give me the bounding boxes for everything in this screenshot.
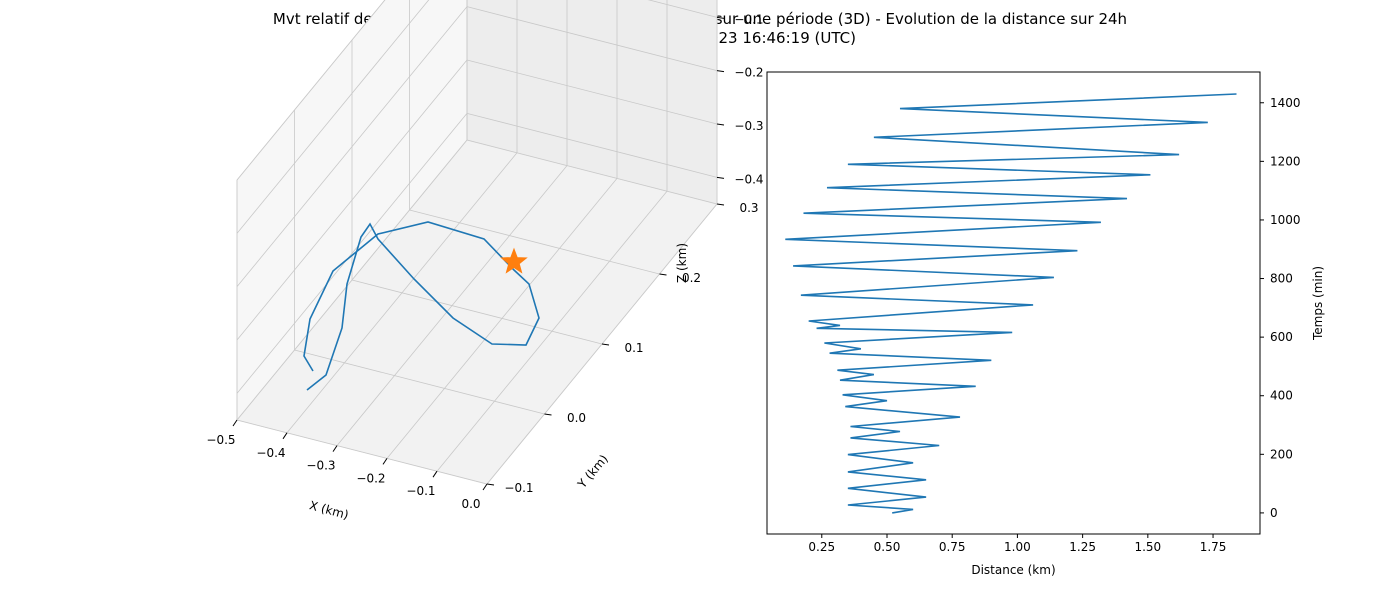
y-tick-label: 1000 <box>1270 213 1301 227</box>
x-tick-label: 1.00 <box>1004 540 1031 554</box>
grid-line <box>294 349 545 415</box>
z-tick-mark-3d <box>716 123 725 126</box>
x-tick-label: 1.50 <box>1134 540 1161 554</box>
y-tick-mark-3d <box>544 413 552 416</box>
x-tick-label: 1.75 <box>1200 540 1227 554</box>
y-tick-label: 0 <box>1270 506 1278 520</box>
x-tick-mark-3d <box>382 458 388 465</box>
x-tick-label: 0.75 <box>939 540 966 554</box>
grid-line <box>236 6 468 287</box>
z-tick-mark-3d <box>716 176 725 179</box>
z-axis-label-3d: Z (km) <box>675 243 689 283</box>
grid-line <box>466 112 718 178</box>
y-tick-label-3d: 0.1 <box>624 341 643 355</box>
y-tick-mark-3d <box>716 203 725 206</box>
y-tick-mark-3d <box>601 343 610 346</box>
x-tick-mark-3d <box>282 432 288 440</box>
star-marker <box>500 247 528 274</box>
grid-line <box>236 59 468 341</box>
y-tick-label-3d: −0.1 <box>504 481 533 495</box>
grid-line <box>647 0 718 18</box>
z-tick-mark-3d <box>716 70 725 73</box>
y-axis-label-3d: Y (km) <box>574 452 611 492</box>
x-tick-mark-3d <box>432 470 438 478</box>
3d-trajectory <box>303 221 540 391</box>
z-tick-label-3d: −0.1 <box>734 12 763 26</box>
x-tick-label-3d: 0.0 <box>461 497 480 511</box>
grid-line <box>466 6 718 72</box>
z-tick-label-3d: −0.3 <box>734 119 763 133</box>
y-tick-label: 600 <box>1270 330 1293 344</box>
series-line-distance <box>785 93 1237 514</box>
3d-grid <box>236 0 718 485</box>
x-axis-label: Distance (km) <box>971 563 1055 577</box>
x-tick-label-3d: −0.2 <box>356 471 385 485</box>
x-tick-label-3d: −0.4 <box>256 446 285 460</box>
x-tick-mark-3d <box>232 419 238 427</box>
grid-line <box>236 0 430 234</box>
x-axis-label-3d: X (km) <box>308 498 350 522</box>
y-tick-label: 200 <box>1270 447 1293 461</box>
3d-ticks: −0.5−0.4−0.3−0.2−0.10.0−0.10.00.10.20.30… <box>206 12 763 511</box>
grid-line <box>236 0 386 181</box>
x-tick-label: 1.25 <box>1069 540 1096 554</box>
y-tick-mark-3d <box>486 483 495 486</box>
y-tick-label: 1200 <box>1270 154 1301 168</box>
grid-line <box>236 419 488 485</box>
x-tick-mark-3d <box>482 483 488 491</box>
y-tick-label: 1400 <box>1270 96 1301 110</box>
y-tick-label-3d: 0.3 <box>739 201 758 215</box>
grid-line <box>236 113 468 394</box>
plot-3d: −0.5−0.4−0.3−0.2−0.10.0−0.10.00.10.20.30… <box>206 0 764 522</box>
x-tick-mark-3d <box>332 445 338 452</box>
x-tick-label-3d: −0.1 <box>406 484 435 498</box>
y-tick-mark-3d <box>659 273 667 276</box>
grid-line <box>466 139 718 205</box>
plot-2d: 0.25 0.50 0.75 1.00 1.25 1.50 1.75 0 200 400 600 80… <box>766 71 1325 577</box>
grid-line <box>409 209 660 275</box>
y-tick-label-3d: 0.0 <box>567 411 586 425</box>
z-tick-label-3d: −0.4 <box>734 172 763 186</box>
3d-marker <box>500 247 528 274</box>
trajectory-line <box>303 221 540 391</box>
x-tick-label-3d: −0.5 <box>206 433 235 447</box>
plot-frame <box>766 71 1261 535</box>
x-tick-label: 0.50 <box>874 540 901 554</box>
z-tick-mark-3d <box>716 16 725 19</box>
y-tick-label: 800 <box>1270 272 1293 286</box>
x-tick-label: 0.25 <box>808 540 835 554</box>
y-axis-label: Temps (min) <box>1311 266 1325 341</box>
grid-line <box>466 59 718 125</box>
x-tick-label-3d: −0.3 <box>306 459 335 473</box>
y-tick-label: 400 <box>1270 389 1293 403</box>
y-tick-label-3d: 0.2 <box>682 271 701 285</box>
3d-panes <box>236 0 718 485</box>
2d-ticks: 0.25 0.50 0.75 1.00 1.25 1.50 1.75 0 200 400 600 80… <box>808 96 1300 554</box>
grid-line <box>351 279 603 345</box>
z-tick-label-3d: −0.2 <box>734 66 763 80</box>
